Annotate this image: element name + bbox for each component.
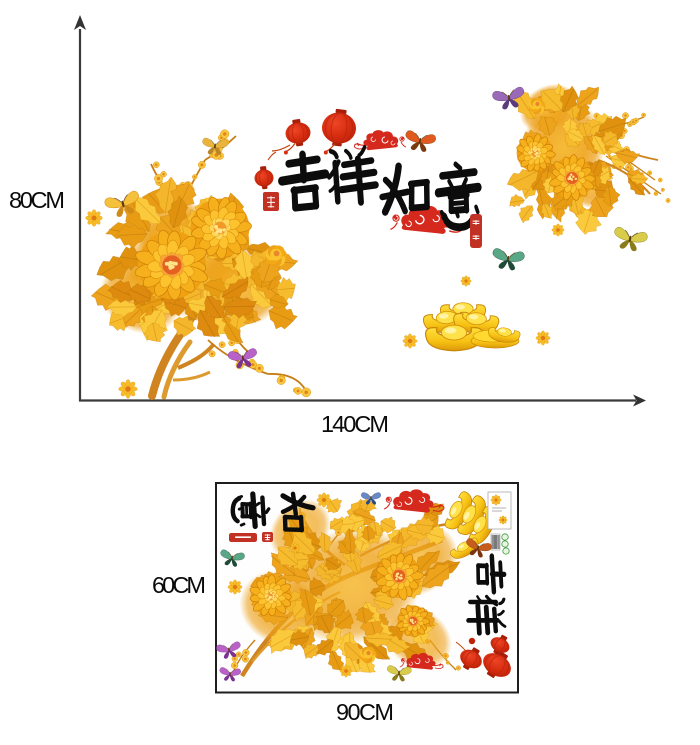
svg-text:140CM: 140CM (321, 411, 389, 437)
svg-text:90CM: 90CM (336, 699, 394, 725)
svg-text:60CM: 60CM (152, 572, 206, 598)
svg-text:80CM: 80CM (9, 187, 65, 213)
